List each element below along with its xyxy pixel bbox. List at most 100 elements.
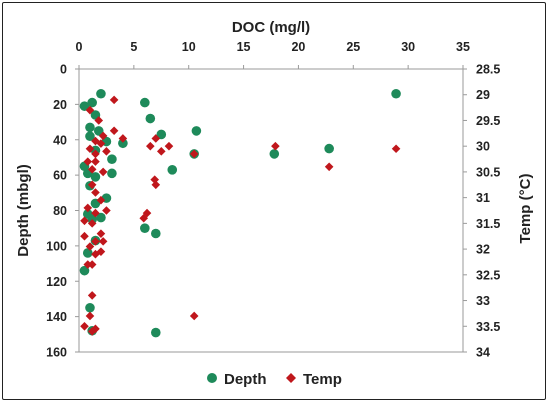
y2-tick-label: 30 [476, 140, 490, 154]
temp-point [87, 291, 97, 300]
y-tick-label: 80 [53, 204, 67, 218]
temp-point [80, 231, 89, 241]
depth-point [85, 122, 95, 133]
temp-point [96, 247, 106, 256]
temp-point [102, 147, 111, 156]
temp-point [87, 219, 97, 228]
y2-tick-label: 31 [476, 191, 490, 205]
y-tick-label: 120 [46, 275, 67, 289]
temp-point [96, 139, 106, 148]
depth-point [79, 101, 90, 111]
depth-point [79, 265, 90, 276]
depth-point [107, 154, 117, 165]
temp-point [94, 116, 104, 125]
temp-point [151, 134, 161, 143]
temp-point [91, 237, 100, 246]
y2-tick-label: 33 [476, 294, 490, 308]
y-tick-label: 140 [46, 310, 67, 324]
y-axis-title: Depth (mbgl) [15, 164, 32, 256]
temp-point [91, 149, 100, 159]
temp-point [83, 157, 93, 166]
temp-point [91, 188, 100, 197]
depth-point [140, 223, 150, 233]
temp-point [87, 260, 97, 269]
depth-point [96, 212, 106, 223]
y-tick-label: 160 [46, 346, 67, 360]
temp-point [91, 157, 100, 166]
y2-tick-label: 29.5 [476, 114, 500, 128]
legend-label-temp: Temp [303, 371, 342, 388]
legend: Depth Temp [207, 371, 342, 388]
temp-point [85, 144, 95, 154]
temp-point [189, 311, 199, 321]
depth-point [118, 138, 128, 149]
x-tick-label: 20 [291, 40, 305, 54]
temp-point [96, 195, 106, 205]
legend-marker-temp [286, 373, 296, 383]
temp-point [98, 131, 108, 141]
legend-label-depth: Depth [224, 371, 267, 388]
y-tick-label: 0 [60, 63, 67, 77]
temp-point [80, 216, 89, 226]
temp-point [85, 242, 95, 251]
temp-point [189, 149, 199, 159]
temp-point [271, 141, 280, 151]
depth-point [107, 168, 117, 179]
x-axis-title: DOC (mg/l) [232, 19, 310, 36]
plot-border [78, 68, 464, 353]
y2-tick-label: 33.5 [476, 320, 500, 334]
temp-point [324, 162, 334, 172]
temp-point [91, 136, 100, 146]
depth-point [167, 165, 178, 175]
x-tick-label: 35 [456, 40, 470, 54]
temp-point [80, 321, 89, 331]
temp-point [98, 237, 108, 246]
y2-tick-label: 32.5 [476, 268, 500, 282]
x-tick-label: 0 [76, 40, 83, 54]
depth-point [156, 129, 167, 140]
depth-point [191, 126, 202, 136]
tick-labels: 0 5 10 15 20 25 30 35 0 20 40 60 80 100 120 140 160 28.5 2… [46, 40, 500, 360]
depth-point [269, 149, 280, 159]
y2-tick-label: 34 [476, 346, 490, 360]
y-tick-label: 20 [53, 98, 67, 112]
temp-point [83, 203, 93, 213]
depth-point [391, 88, 401, 99]
temp-point [156, 147, 166, 156]
depth-point [145, 113, 156, 124]
depth-point [90, 172, 101, 182]
y-tick-label: 40 [53, 133, 67, 147]
temp-point [85, 311, 95, 321]
legend-marker-depth [207, 373, 217, 383]
y2-tick-label: 29 [476, 88, 490, 102]
temp-point [102, 206, 111, 215]
temp-point [151, 180, 161, 190]
depth-point [87, 97, 97, 108]
temp-point [139, 213, 149, 223]
temp-point [91, 208, 100, 218]
depth-point [324, 143, 334, 154]
depth-point [151, 327, 161, 338]
temp-point [87, 327, 97, 336]
x-tick-label: 30 [401, 40, 415, 54]
temp-point [83, 260, 93, 269]
x-tick-label: 5 [130, 40, 137, 54]
temp-point [96, 229, 106, 238]
y-tick-label: 60 [53, 169, 67, 183]
depth-point [151, 228, 161, 239]
depth-point [85, 131, 95, 142]
temp-point [146, 141, 155, 151]
temp-point [150, 175, 160, 184]
temp-point [164, 141, 174, 151]
temp-point [85, 105, 95, 115]
depth-point [85, 302, 95, 313]
y2-axis-title: Temp (°C) [517, 174, 534, 244]
temp-point [87, 165, 97, 174]
depth-point [96, 88, 106, 99]
y2-tick-label: 31.5 [476, 217, 500, 231]
temp-point [109, 95, 119, 105]
x-tick-label: 10 [182, 40, 196, 54]
temp-point [391, 144, 401, 154]
y2-tick-label: 32 [476, 243, 490, 257]
